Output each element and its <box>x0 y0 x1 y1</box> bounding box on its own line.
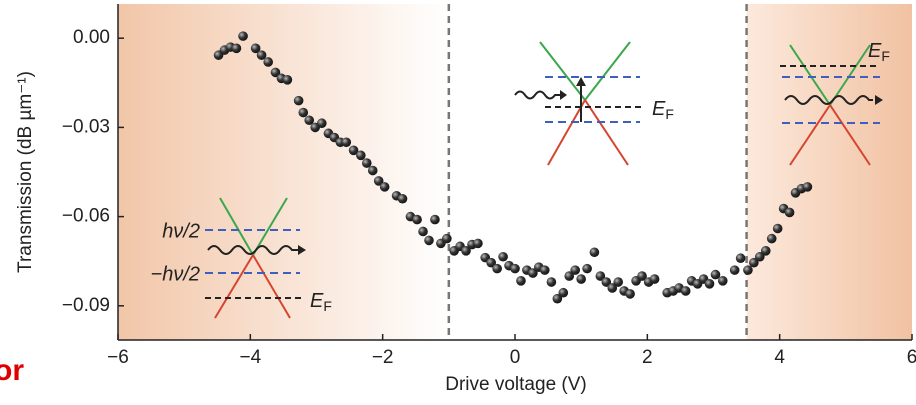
data-point <box>613 277 624 287</box>
data-point <box>766 233 777 244</box>
data-point <box>749 257 759 268</box>
x-tick-label: −2 <box>372 347 394 368</box>
data-point <box>516 276 526 286</box>
data-point <box>755 251 765 262</box>
inset-label: hν/2 <box>162 220 200 242</box>
data-point <box>607 283 618 293</box>
data-point <box>760 245 771 256</box>
x-tick-label: −6 <box>107 347 129 368</box>
data-point <box>250 43 261 54</box>
data-point <box>772 223 783 234</box>
data-point <box>486 257 496 268</box>
data-point <box>412 214 422 225</box>
data-point <box>510 263 520 274</box>
inset-middle: EF <box>514 41 674 166</box>
data-point <box>379 182 390 192</box>
data-point <box>238 31 248 41</box>
data-point <box>717 276 728 286</box>
data-point <box>546 277 557 287</box>
x-tick-label: 2 <box>642 347 653 368</box>
data-point <box>263 57 273 67</box>
data-point <box>430 214 440 225</box>
fermi-label: EF <box>310 290 332 313</box>
data-point <box>498 251 508 262</box>
data-point <box>341 137 352 148</box>
data-point <box>704 279 715 289</box>
data-point <box>418 226 428 237</box>
data-point <box>595 271 606 281</box>
data-point <box>316 118 327 129</box>
data-point <box>298 107 309 118</box>
data-point <box>492 263 502 274</box>
x-tick-label: 0 <box>510 347 521 368</box>
data-point <box>601 277 612 287</box>
inset-low: hν/2 −hν/2 EF <box>151 197 332 319</box>
data-point <box>680 286 691 296</box>
x-tick-label: −4 <box>239 347 261 368</box>
data-point <box>473 238 483 249</box>
data-point <box>649 274 660 284</box>
data-point <box>637 271 647 281</box>
shading <box>118 4 449 340</box>
data-point <box>564 271 575 281</box>
y-tick-label: −0.06 <box>62 206 110 227</box>
data-point <box>293 95 304 106</box>
data-point <box>373 176 384 186</box>
x-tick-label: 6 <box>907 347 916 368</box>
data-point <box>397 193 408 204</box>
data-point <box>356 150 366 161</box>
data-point <box>282 75 293 85</box>
y-axis-label: Transmission (dB µm⁻¹) <box>15 71 36 273</box>
y-tick-label: 0.00 <box>73 27 110 48</box>
inset-right: EF <box>780 40 890 166</box>
data-point <box>552 293 563 304</box>
data-point <box>424 235 434 246</box>
data-point <box>570 265 581 275</box>
data-point <box>442 233 452 244</box>
data-point <box>231 43 242 54</box>
data-point <box>256 50 267 60</box>
inset-label: −hν/2 <box>151 263 200 285</box>
data-point <box>367 165 378 176</box>
data-point <box>539 265 550 275</box>
x-tick-label: 4 <box>774 347 785 368</box>
fermi-label: EF <box>868 40 890 63</box>
data-point <box>461 245 471 256</box>
data-point <box>558 287 569 298</box>
y-tick-label: −0.09 <box>62 295 110 316</box>
fermi-label: EF <box>652 98 674 121</box>
data-point <box>528 268 538 278</box>
data-point <box>348 145 359 156</box>
y-tick-label: −0.03 <box>62 116 110 137</box>
shading <box>746 4 912 340</box>
data-point <box>802 182 813 192</box>
data-point <box>710 269 721 280</box>
data-point <box>270 67 281 78</box>
data-point <box>625 289 635 299</box>
data-point <box>743 265 753 275</box>
data-point <box>784 207 795 218</box>
annotation: or <box>0 354 24 387</box>
data-point <box>576 274 586 284</box>
x-axis-label: Drive voltage (V) <box>445 374 587 395</box>
data-point <box>729 265 740 275</box>
data-point <box>582 263 592 274</box>
data-point <box>589 247 600 258</box>
data-point <box>361 158 372 168</box>
data-point <box>304 115 315 126</box>
data-point <box>735 253 746 264</box>
